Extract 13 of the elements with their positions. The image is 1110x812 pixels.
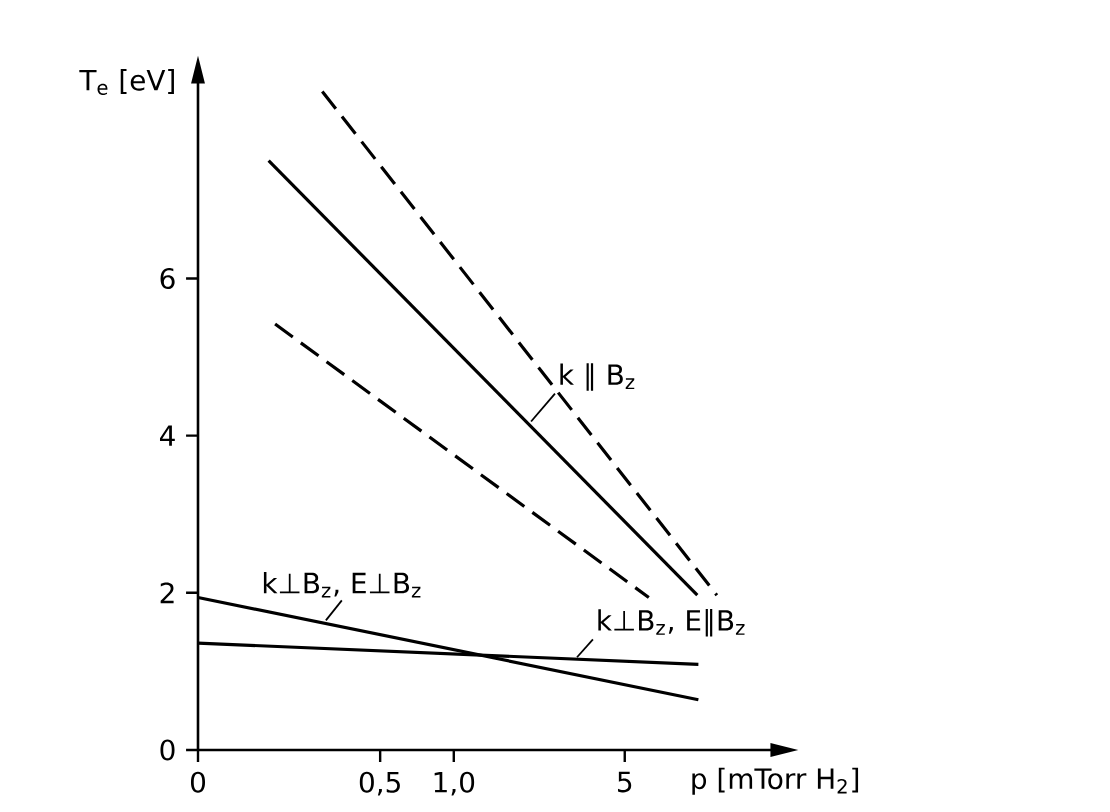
y-tick-label: 6 bbox=[160, 267, 175, 290]
x-tick-label: 0 bbox=[190, 771, 206, 793]
annotation: k⊥B$_{z}$, E∥B$_{z}$ bbox=[598, 608, 745, 637]
y-axis-title: T$_{e}$ [eV] bbox=[79, 69, 174, 95]
y-tick-label: 0 bbox=[160, 739, 175, 761]
x-tick-label: 1,0 bbox=[434, 771, 475, 796]
annotation: k ∥ B$_{z}$ bbox=[560, 363, 635, 391]
annotation: k⊥B$_{z}$, E⊥B$_{z}$ bbox=[263, 572, 421, 598]
x-tick-label: 5 bbox=[618, 771, 632, 793]
y-tick-label: 2 bbox=[160, 582, 174, 604]
y-tick-label: 4 bbox=[159, 425, 175, 446]
x-tick-label: 0,5 bbox=[359, 771, 400, 796]
x-axis-title: p [mTorr H$_{2}$] bbox=[692, 767, 859, 795]
